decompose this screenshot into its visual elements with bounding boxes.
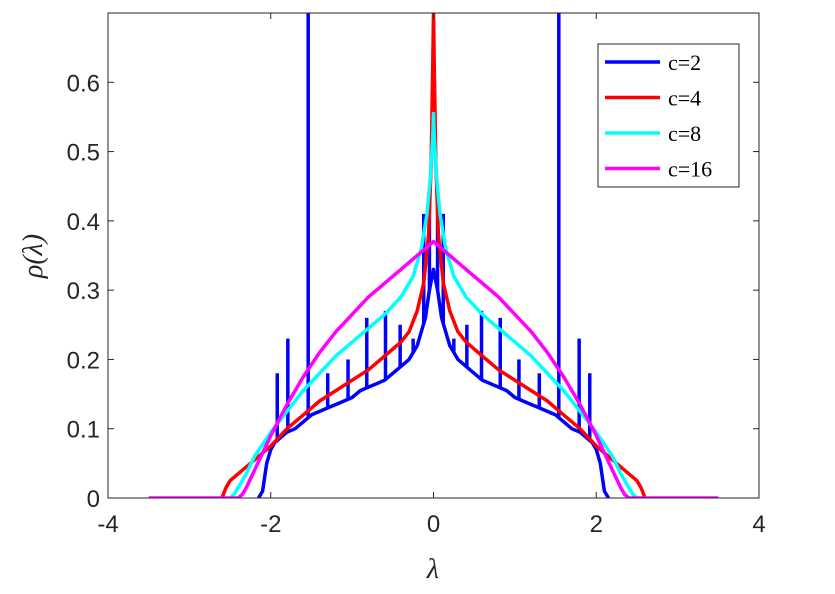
x-tick-label: 2 (590, 511, 603, 538)
y-tick-label: 0.2 (67, 347, 100, 374)
y-tick-label: 0.6 (67, 70, 100, 97)
series-line-c-4 (220, 13, 647, 498)
tick-layer: -4 -2 0 2 4 0 0.1 0.2 0.3 0.4 0.5 0.6 (67, 13, 766, 538)
y-axis-label: ρ(λ) (18, 234, 49, 279)
x-axis-label: λ (426, 554, 439, 585)
legend-label: c=16 (668, 157, 712, 182)
legend-label: c=2 (668, 50, 701, 75)
legend-label: c=4 (668, 86, 701, 111)
series-layer (148, 13, 719, 498)
x-tick-label: 0 (427, 511, 440, 538)
y-tick-label: 0.1 (67, 417, 100, 444)
x-tick-label: 4 (752, 511, 765, 538)
x-tick-label: -2 (260, 511, 281, 538)
legend: c=2 c=4 c=8 c=16 (597, 43, 740, 188)
y-tick-label: 0 (87, 486, 100, 513)
x-tick-label: -4 (97, 511, 118, 538)
series-line-c-8 (228, 111, 639, 498)
series-line-c-16 (148, 239, 719, 498)
legend-box (597, 43, 740, 188)
y-tick-label: 0.4 (67, 209, 100, 236)
y-tick-label: 0.5 (67, 140, 100, 167)
series-line-c-2 (256, 267, 611, 498)
y-tick-label: 0.3 (67, 278, 100, 305)
legend-label: c=8 (668, 121, 701, 146)
